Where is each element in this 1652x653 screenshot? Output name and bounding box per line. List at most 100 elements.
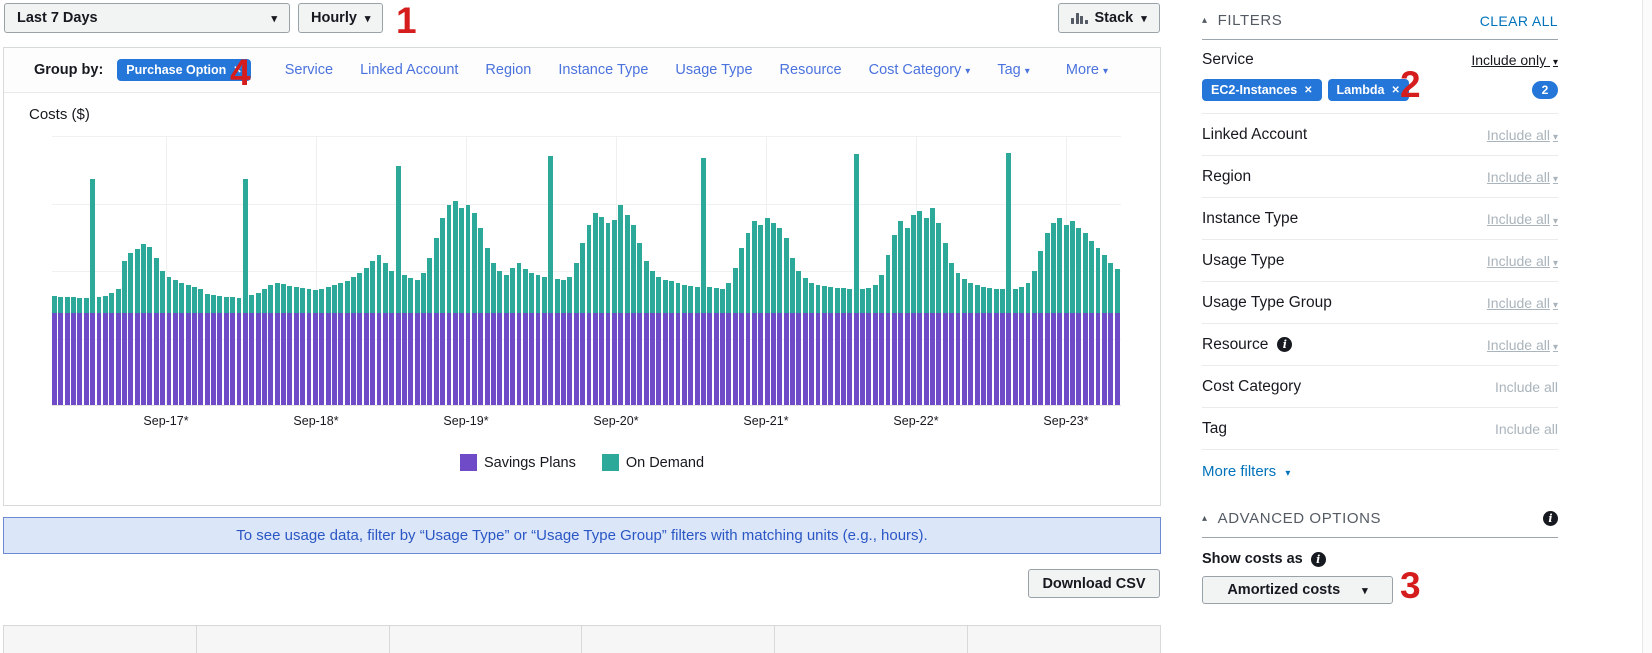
stacked-bar[interactable] bbox=[268, 285, 273, 406]
stacked-bar[interactable] bbox=[109, 293, 114, 406]
stacked-bar[interactable] bbox=[1057, 218, 1062, 406]
stacked-bar[interactable] bbox=[917, 211, 922, 406]
stacked-bar[interactable] bbox=[981, 287, 986, 406]
stacked-bar[interactable] bbox=[122, 261, 127, 406]
filter-value-dropdown[interactable]: Include all bbox=[1495, 379, 1558, 395]
stacked-bar[interactable] bbox=[319, 289, 324, 406]
stacked-bar[interactable] bbox=[822, 286, 827, 406]
stacked-bar[interactable] bbox=[587, 225, 592, 406]
stacked-bar[interactable] bbox=[517, 263, 522, 406]
stacked-bar[interactable] bbox=[701, 158, 706, 406]
stacked-bar[interactable] bbox=[593, 213, 598, 406]
stacked-bar[interactable] bbox=[377, 255, 382, 406]
groupby-option-tag[interactable]: Tag▾ bbox=[997, 62, 1029, 78]
stacked-bar[interactable] bbox=[886, 255, 891, 406]
stacked-bar[interactable] bbox=[402, 275, 407, 406]
stacked-bar[interactable] bbox=[491, 263, 496, 406]
stacked-bar[interactable] bbox=[905, 228, 910, 406]
stacked-bar[interactable] bbox=[746, 233, 751, 406]
stacked-bar[interactable] bbox=[256, 293, 261, 406]
stacked-bar[interactable] bbox=[854, 154, 859, 406]
stacked-bar[interactable] bbox=[275, 283, 280, 406]
stacked-bar[interactable] bbox=[784, 238, 789, 406]
stacked-bar[interactable] bbox=[421, 273, 426, 406]
stacked-bar[interactable] bbox=[427, 258, 432, 406]
filter-value-dropdown[interactable]: Include all▾ bbox=[1487, 127, 1558, 143]
stacked-bar[interactable] bbox=[625, 215, 630, 406]
stacked-bar[interactable] bbox=[631, 225, 636, 406]
stacked-bar[interactable] bbox=[720, 289, 725, 406]
stacked-bar[interactable] bbox=[179, 283, 184, 406]
stacked-bar[interactable] bbox=[485, 248, 490, 406]
stacked-bar[interactable] bbox=[434, 238, 439, 406]
stacked-bar[interactable] bbox=[1070, 221, 1075, 406]
stacked-bar[interactable] bbox=[1102, 255, 1107, 406]
stacked-bar[interactable] bbox=[707, 287, 712, 406]
stacked-bar[interactable] bbox=[345, 281, 350, 406]
stacked-bar[interactable] bbox=[650, 271, 655, 406]
stacked-bar[interactable] bbox=[192, 287, 197, 406]
stacked-bar[interactable] bbox=[97, 297, 102, 406]
stacked-bar[interactable] bbox=[536, 275, 541, 406]
stacked-bar[interactable] bbox=[154, 258, 159, 406]
stacked-bar[interactable] bbox=[364, 268, 369, 406]
stacked-bar[interactable] bbox=[249, 295, 254, 406]
stacked-bar[interactable] bbox=[612, 220, 617, 406]
stacked-bar[interactable] bbox=[656, 277, 661, 406]
advanced-options-collapse-toggle[interactable]: ▴ ADVANCED OPTIONS bbox=[1202, 510, 1381, 527]
service-include-mode-dropdown[interactable]: Include only ▾ bbox=[1471, 52, 1558, 68]
stacked-bar[interactable] bbox=[765, 218, 770, 406]
stacked-bar[interactable] bbox=[504, 275, 509, 406]
groupby-option-instance-type[interactable]: Instance Type bbox=[558, 62, 648, 78]
stacked-bar[interactable] bbox=[1006, 153, 1011, 406]
stacked-bar[interactable] bbox=[389, 271, 394, 406]
stacked-bar[interactable] bbox=[796, 271, 801, 406]
stacked-bar[interactable] bbox=[962, 279, 967, 406]
stacked-bar[interactable] bbox=[936, 223, 941, 406]
stacked-bar[interactable] bbox=[447, 205, 452, 406]
stacked-bar[interactable] bbox=[803, 278, 808, 406]
stacked-bar[interactable] bbox=[956, 273, 961, 406]
stacked-bar[interactable] bbox=[287, 286, 292, 406]
stacked-bar[interactable] bbox=[351, 277, 356, 406]
stacked-bar[interactable] bbox=[1064, 225, 1069, 406]
stacked-bar[interactable] bbox=[860, 289, 865, 406]
groupby-option-linked-account[interactable]: Linked Account bbox=[360, 62, 458, 78]
more-filters-link[interactable]: More filters ▾ bbox=[1202, 450, 1558, 493]
stacked-bar[interactable] bbox=[141, 244, 146, 406]
filter-value-dropdown[interactable]: Include all▾ bbox=[1487, 337, 1558, 353]
filter-value-dropdown[interactable]: Include all▾ bbox=[1487, 295, 1558, 311]
stacked-bar[interactable] bbox=[873, 285, 878, 406]
stacked-bar[interactable] bbox=[898, 221, 903, 406]
stacked-bar[interactable] bbox=[771, 223, 776, 406]
stacked-bar[interactable] bbox=[994, 289, 999, 406]
stacked-bar[interactable] bbox=[396, 166, 401, 406]
stacked-bar[interactable] bbox=[1013, 289, 1018, 406]
scrollbar-track[interactable] bbox=[1642, 0, 1652, 653]
close-icon[interactable]: ✕ bbox=[233, 65, 241, 76]
stacked-bar[interactable] bbox=[147, 247, 152, 406]
stacked-bar[interactable] bbox=[879, 275, 884, 406]
groupby-option-cost-category[interactable]: Cost Category▾ bbox=[869, 62, 971, 78]
stacked-bar[interactable] bbox=[90, 179, 95, 406]
stacked-bar[interactable] bbox=[510, 268, 515, 406]
stacked-bar[interactable] bbox=[930, 208, 935, 406]
stacked-bar[interactable] bbox=[1089, 241, 1094, 406]
stacked-bar[interactable] bbox=[237, 298, 242, 406]
stacked-bar[interactable] bbox=[1115, 269, 1120, 406]
stacked-bar[interactable] bbox=[949, 263, 954, 406]
stacked-bar[interactable] bbox=[128, 253, 133, 406]
stacked-bar[interactable] bbox=[816, 285, 821, 406]
filter-value-dropdown[interactable]: Include all▾ bbox=[1487, 211, 1558, 227]
stacked-bar[interactable] bbox=[307, 289, 312, 406]
stacked-bar[interactable] bbox=[338, 283, 343, 406]
stacked-bar[interactable] bbox=[911, 215, 916, 406]
stacked-bar[interactable] bbox=[453, 201, 458, 406]
stacked-bar[interactable] bbox=[987, 288, 992, 406]
stacked-bar[interactable] bbox=[943, 243, 948, 406]
stacked-bar[interactable] bbox=[1076, 228, 1081, 406]
stacked-bar[interactable] bbox=[975, 285, 980, 406]
stacked-bar[interactable] bbox=[676, 283, 681, 406]
stacked-bar[interactable] bbox=[52, 296, 57, 406]
group-by-chip-purchase-option[interactable]: Purchase Option ✕ bbox=[117, 59, 250, 81]
